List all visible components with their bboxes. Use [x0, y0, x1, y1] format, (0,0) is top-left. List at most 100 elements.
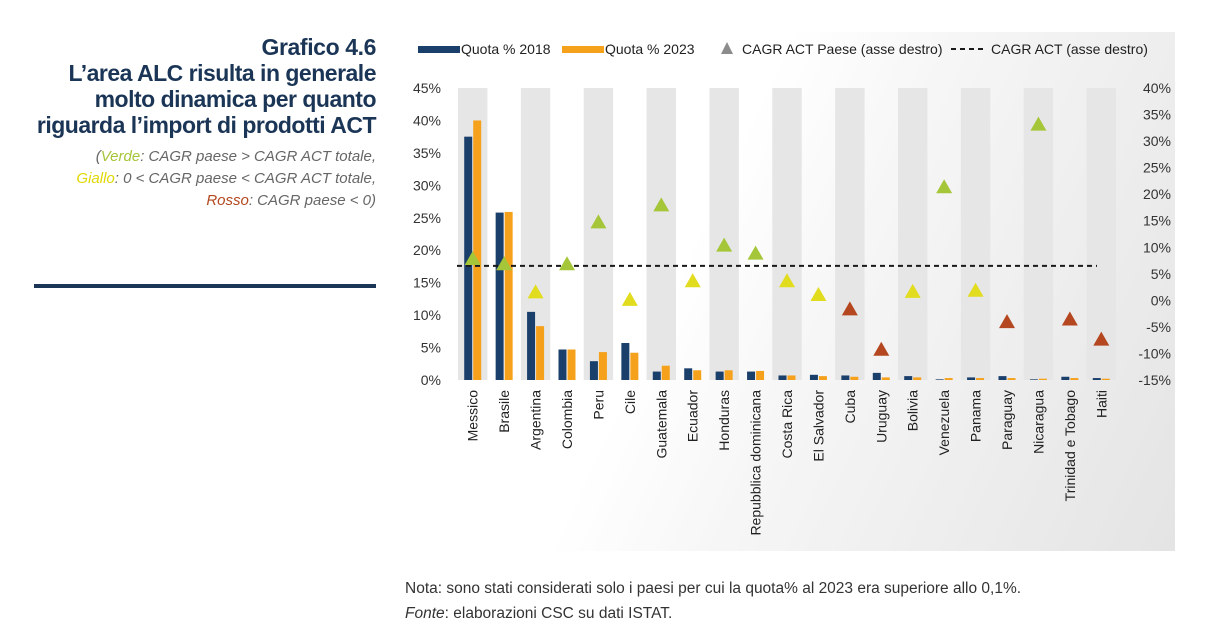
right-axis-tick-label: 30%: [1143, 133, 1171, 149]
left-axis-tick-label: 35%: [413, 145, 441, 161]
bar-2023: [787, 375, 796, 380]
bar-2018: [527, 311, 536, 380]
bar-2023: [756, 370, 765, 380]
cagr-marker: [716, 237, 733, 252]
category-band: [898, 88, 928, 380]
bar-2018: [684, 368, 693, 380]
fonte-line: Fonte: elaborazioni CSC su dati ISTAT.: [405, 601, 1021, 626]
cagr-marker: [904, 283, 921, 298]
bar-2018: [715, 371, 724, 380]
category-label: Ecuador: [685, 390, 701, 442]
bar-2018: [558, 349, 567, 380]
cagr-marker: [999, 314, 1015, 329]
left-axis-tick-label: 10%: [413, 307, 441, 323]
category-band: [458, 88, 488, 380]
category-label: Bolivia: [905, 390, 921, 431]
right-axis-tick-label: 20%: [1143, 186, 1171, 202]
bar-2023: [1070, 378, 1079, 380]
category-band: [646, 88, 676, 380]
header-divider: [34, 284, 376, 288]
category-label: Trinidad e Tobago: [1062, 390, 1078, 502]
legend-verde-text: : CAGR paese > CAGR ACT totale,: [140, 148, 376, 165]
cagr-marker: [1061, 311, 1078, 326]
category-band: [583, 88, 614, 380]
bar-2018: [589, 361, 598, 380]
legend-rosso-text: : CAGR paese < 0): [248, 192, 376, 209]
bar-2018: [935, 379, 944, 380]
chart-notes: Nota: sono stati considerati solo i paes…: [405, 576, 1021, 626]
cagr-marker: [590, 214, 607, 229]
cagr-marker: [967, 282, 984, 297]
legend-rosso-word: Rosso: [206, 192, 249, 209]
legend-giallo-word: Giallo: [76, 170, 115, 187]
fonte-label: Fonte: [405, 605, 445, 622]
cagr-marker: [1030, 116, 1047, 131]
category-label: Nicaragua: [1030, 390, 1046, 454]
category-label: Honduras: [716, 390, 732, 451]
bar-2018: [1029, 379, 1038, 380]
fonte-text: : elaborazioni CSC su dati ISTAT.: [444, 605, 673, 622]
category-label: Messico: [465, 390, 481, 442]
cagr-marker: [527, 284, 544, 299]
category-band: [772, 88, 802, 380]
combo-chart: 0% 5% 10% 15% 20% 25% 30% 35% 40% 45% -15% -10% -5% 0…: [413, 41, 1171, 536]
right-axis-tick-label: 25%: [1143, 160, 1171, 176]
category-label: Guatemala: [653, 390, 669, 459]
bar-2023: [661, 365, 670, 380]
bar-2023: [630, 352, 639, 380]
category-band: [709, 88, 739, 380]
bar-2023: [504, 211, 513, 380]
bar-2023: [944, 378, 953, 380]
bar-2018: [495, 212, 504, 380]
right-axis-tick-label: 35%: [1143, 107, 1171, 123]
bar-2018: [904, 376, 913, 380]
bar-2018: [967, 377, 976, 380]
legend-giallo-text: : 0 < CAGR paese < CAGR ACT totale,: [114, 170, 376, 187]
bar-2023: [976, 378, 985, 380]
category-label: Brasile: [496, 390, 512, 433]
category-band: [960, 88, 991, 380]
right-axis-tick-label: -15%: [1138, 372, 1171, 388]
bar-2018: [464, 136, 473, 380]
bar-2023: [693, 370, 702, 380]
nota-text: Nota: sono stati considerati solo i paes…: [405, 580, 1022, 597]
figure-subtitle: (Verde: CAGR paese > CAGR ACT totale, Gia…: [76, 148, 376, 209]
bar-2018: [1061, 376, 1070, 380]
bar-2018: [652, 371, 661, 380]
category-label: Cile: [622, 390, 638, 414]
bar-2023: [818, 376, 827, 380]
cagr-marker: [747, 245, 764, 260]
category-label: Panama: [968, 390, 984, 442]
cagr-marker: [841, 301, 858, 316]
legend-label-cagr-paese: CAGR ACT Paese (asse destro): [742, 41, 942, 57]
right-axis-tick-label: 5%: [1151, 266, 1171, 282]
left-axis-tick-label: 30%: [413, 177, 441, 193]
category-band: [835, 88, 865, 380]
right-axis-tick-label: 15%: [1143, 213, 1171, 229]
bar-2023: [850, 376, 859, 380]
legend-label-2023: Quota % 2023: [605, 41, 695, 57]
bar-2018: [841, 375, 850, 380]
bar-2023: [473, 120, 482, 380]
category-label: El Salvador: [810, 390, 826, 462]
bar-2023: [598, 352, 607, 380]
category-band: [1086, 88, 1116, 380]
bar-2018: [809, 374, 818, 380]
left-axis-tick-label: 5%: [421, 340, 441, 356]
bar-2023: [1007, 378, 1016, 380]
left-axis-tick-label: 25%: [413, 210, 441, 226]
bar-2023: [1101, 378, 1110, 380]
cagr-marker: [873, 341, 890, 356]
category-label: Peru: [590, 390, 606, 420]
left-axis-tick-label: 20%: [413, 242, 441, 258]
bar-2023: [913, 377, 922, 380]
right-axis-tick-label: 0%: [1151, 292, 1171, 308]
bar-2023: [567, 349, 576, 380]
legend-label-cagr-act: CAGR ACT (asse destro): [991, 41, 1148, 57]
left-axis-tick-label: 40%: [413, 112, 441, 128]
left-axis-tick-label: 45%: [413, 80, 441, 96]
legend-swatch-2018: [418, 46, 460, 53]
bar-2023: [1038, 378, 1047, 380]
category-label: Venezuela: [936, 390, 952, 456]
cagr-marker: [936, 179, 953, 194]
